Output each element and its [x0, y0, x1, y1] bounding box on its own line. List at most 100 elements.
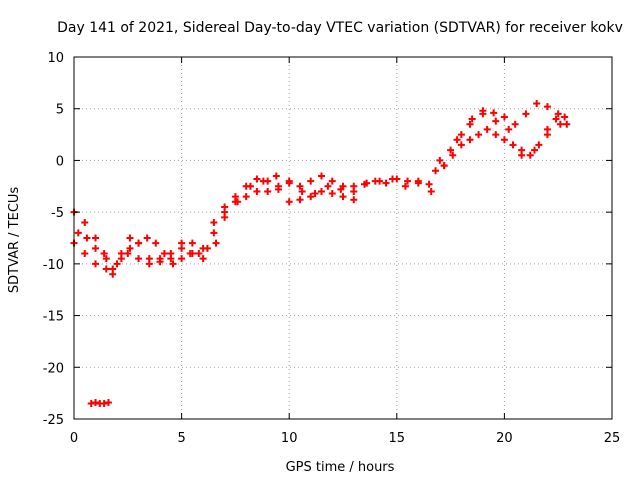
data-point: [404, 177, 412, 185]
data-point: [152, 239, 160, 247]
data-point: [160, 250, 168, 258]
data-point: [307, 193, 315, 201]
data-point: [143, 234, 151, 242]
data-point: [535, 141, 543, 149]
data-point: [285, 177, 293, 185]
data-point: [388, 175, 396, 183]
data-point: [350, 196, 358, 204]
data-point: [311, 190, 319, 198]
data-point: [324, 182, 332, 190]
chart-title: Day 141 of 2021, Sidereal Day-to-day VTE…: [57, 20, 623, 36]
grid: [74, 57, 612, 419]
data-point: [376, 177, 384, 185]
data-point: [492, 131, 500, 139]
data-point: [199, 255, 207, 263]
data-point: [479, 110, 487, 118]
data-point: [552, 115, 560, 123]
data-point: [427, 187, 435, 195]
data-point: [83, 234, 91, 242]
data-point: [272, 172, 280, 180]
x-tick-label: 20: [496, 431, 513, 446]
data-point: [178, 239, 186, 247]
data-point: [425, 180, 433, 188]
data-point: [92, 244, 100, 252]
y-tick-label: -20: [43, 361, 64, 376]
series-track-a: [70, 100, 571, 278]
x-tick-label: 10: [281, 431, 298, 446]
y-tick-label: 5: [56, 103, 64, 118]
data-point: [401, 182, 409, 190]
data-point: [221, 213, 229, 221]
data-point: [436, 156, 444, 164]
series-track-d: [87, 398, 112, 407]
data-point: [246, 182, 254, 190]
data-point: [212, 239, 220, 247]
data-point: [92, 234, 100, 242]
data-point: [102, 265, 110, 273]
data-point: [457, 131, 465, 139]
data-point: [210, 218, 218, 226]
data-point: [104, 398, 112, 406]
data-point: [210, 229, 218, 237]
data-point: [100, 250, 108, 258]
data-point: [102, 255, 110, 263]
x-tick-label: 15: [389, 431, 406, 446]
data-point: [457, 141, 465, 149]
data-point: [328, 177, 336, 185]
data-point: [285, 198, 293, 206]
data-point: [466, 120, 474, 128]
data-point: [81, 218, 89, 226]
data-point: [543, 131, 551, 139]
data-point: [188, 239, 196, 247]
data-point: [169, 260, 177, 268]
data-point: [466, 136, 474, 144]
data-point: [253, 175, 261, 183]
data-point: [543, 103, 551, 111]
data-point: [317, 187, 325, 195]
data-point: [350, 187, 358, 195]
data-point: [511, 120, 519, 128]
data-point: [554, 110, 562, 118]
data-point: [317, 172, 325, 180]
y-axis-label: SDTVAR / TECUs: [7, 187, 22, 294]
data-point: [449, 151, 457, 159]
data-point: [92, 260, 100, 268]
data-point: [447, 146, 455, 154]
data-point: [453, 136, 461, 144]
data-point: [518, 146, 526, 154]
data-point: [109, 265, 117, 273]
y-tick-label: -10: [43, 258, 64, 273]
data-point: [522, 110, 530, 118]
data-point: [81, 250, 89, 258]
data-point: [505, 125, 513, 133]
data-point: [186, 250, 194, 258]
data-point: [264, 187, 272, 195]
data-point: [100, 399, 108, 407]
data-point: [242, 193, 250, 201]
data-point: [561, 113, 569, 121]
data-point: [556, 120, 564, 128]
data-point: [500, 136, 508, 144]
data-point: [339, 193, 347, 201]
data-point: [87, 399, 95, 407]
series-track-c: [74, 110, 564, 273]
data-point: [432, 167, 440, 175]
data-point: [526, 151, 534, 159]
data-point: [135, 239, 143, 247]
data-point: [531, 146, 539, 154]
data-point: [124, 250, 132, 258]
y-tick-label: 10: [47, 51, 64, 66]
x-tick-label: 5: [177, 431, 185, 446]
x-axis-label: GPS time / hours: [286, 460, 395, 475]
data-point: [145, 260, 153, 268]
data-point: [203, 244, 211, 252]
axis-ticks: 0 5 10 15 20 25 -25 -20 -15 -10 -5 0 5 10: [43, 51, 621, 446]
series-track-b: [70, 113, 569, 273]
data-point: [363, 179, 371, 187]
data-point: [126, 234, 134, 242]
data-point: [296, 182, 304, 190]
data-point: [195, 250, 203, 258]
data-point: [533, 100, 541, 108]
data-point: [253, 187, 261, 195]
